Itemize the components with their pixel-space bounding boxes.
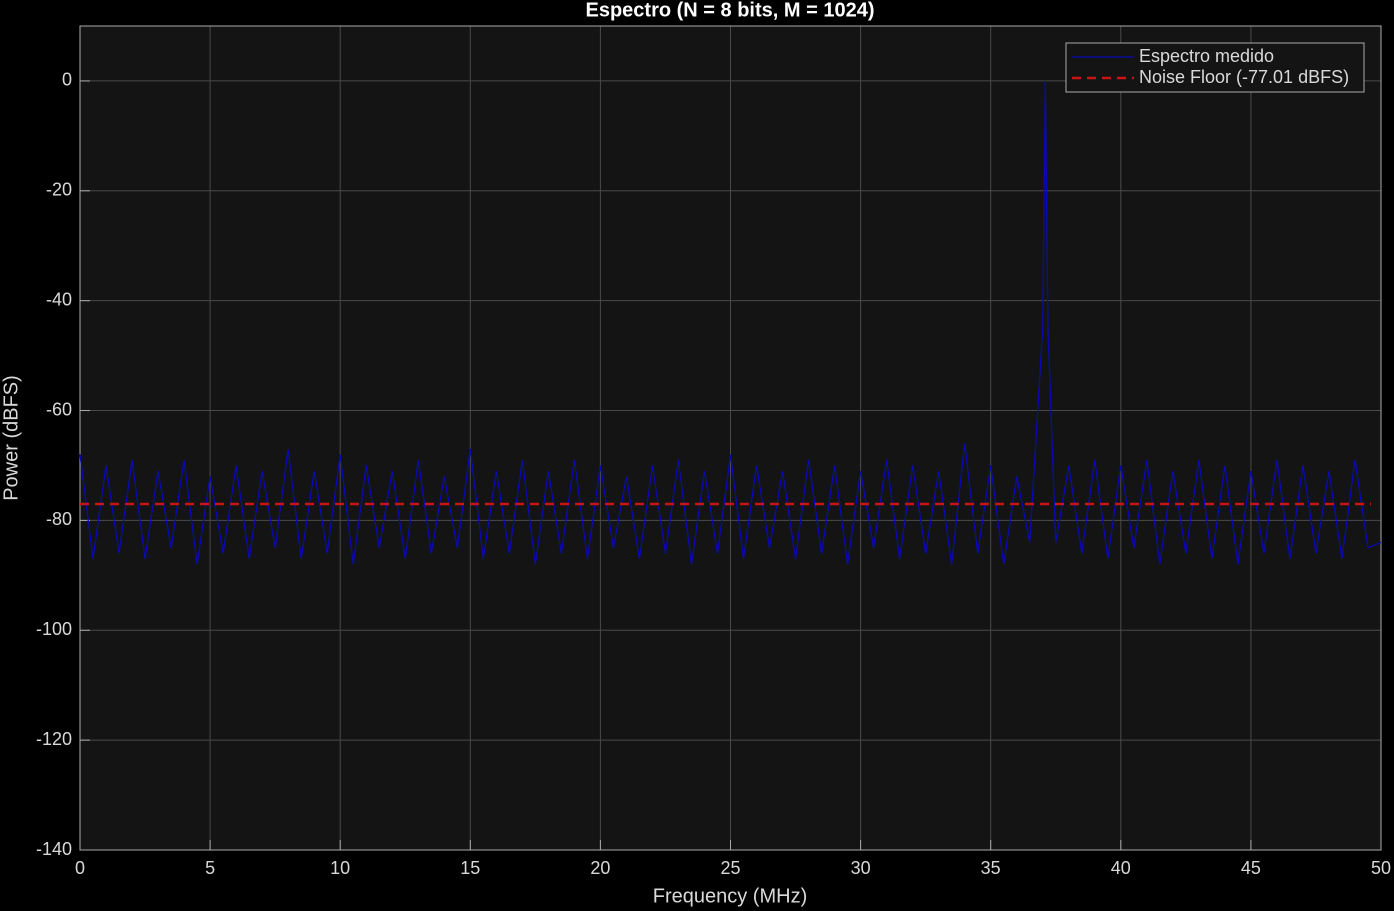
x-tick-label: 10 [330, 858, 350, 878]
legend-label: Noise Floor (-77.01 dBFS) [1139, 67, 1349, 87]
legend-box [1065, 42, 1365, 93]
y-tick-label: -140 [36, 839, 72, 859]
y-tick-label: -100 [36, 619, 72, 639]
x-tick-label: 0 [75, 858, 85, 878]
x-tick-label: 25 [720, 858, 740, 878]
legend-label: Espectro medido [1139, 46, 1274, 66]
x-tick-label: 40 [1111, 858, 1131, 878]
y-tick-label: -60 [46, 399, 72, 419]
y-tick-label: -120 [36, 729, 72, 749]
chart-title: Espectro (N = 8 bits, M = 1024) [586, 0, 875, 21]
x-tick-label: 20 [590, 858, 610, 878]
y-tick-label: 0 [62, 70, 72, 90]
x-tick-label: 5 [205, 858, 215, 878]
y-tick-label: -20 [46, 180, 72, 200]
x-axis-label: Frequency (MHz) [653, 885, 807, 907]
y-tick-label: -80 [46, 509, 72, 529]
y-axis-label: Power (dBFS) [0, 375, 22, 501]
x-tick-label: 45 [1241, 858, 1261, 878]
y-tick-label: -40 [46, 289, 72, 309]
x-tick-label: 50 [1371, 858, 1391, 878]
x-tick-label: 30 [851, 858, 871, 878]
x-tick-label: 15 [460, 858, 480, 878]
axes-box [79, 25, 1382, 851]
spectrum-line [79, 80, 1382, 565]
x-tick-label: 35 [981, 858, 1001, 878]
